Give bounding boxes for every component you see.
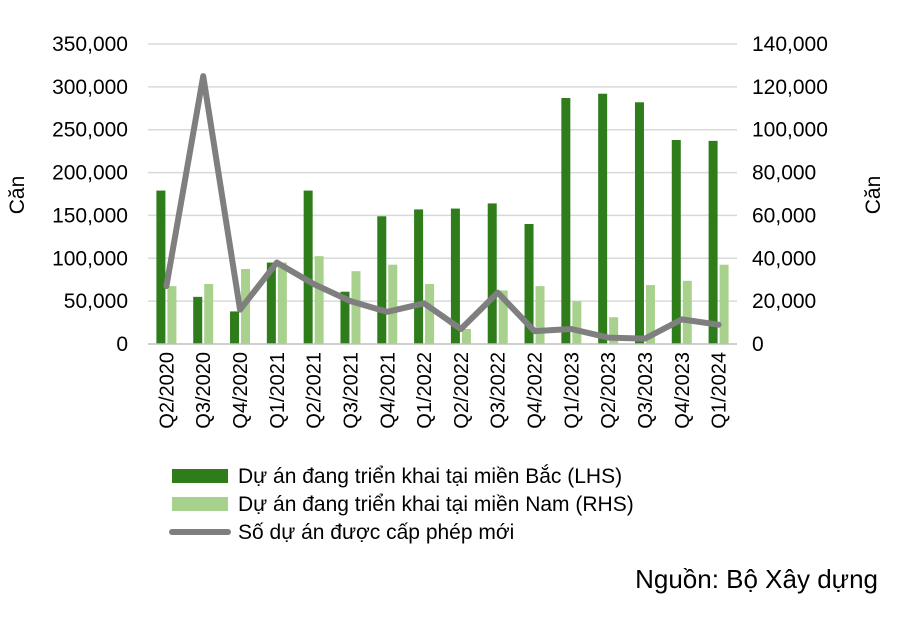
bar-north bbox=[524, 224, 534, 344]
bar-north bbox=[414, 209, 424, 344]
right-tick-label: 60,000 bbox=[752, 204, 816, 227]
left-tick-label: 300,000 bbox=[52, 76, 128, 99]
line-point bbox=[644, 338, 646, 340]
category-label: Q1/2024 bbox=[709, 352, 731, 429]
legend-label: Số dự án được cấp phép mới bbox=[238, 521, 514, 544]
legend-swatch bbox=[172, 497, 228, 511]
right-tick-label: 0 bbox=[752, 333, 764, 356]
bar-north bbox=[634, 102, 644, 345]
line-point bbox=[313, 283, 315, 285]
bar-north bbox=[377, 216, 387, 344]
category-label: Q4/2022 bbox=[525, 352, 547, 429]
bar-south bbox=[277, 262, 287, 344]
right-tick-label: 120,000 bbox=[752, 76, 828, 99]
bar-north bbox=[340, 291, 350, 344]
line-point bbox=[570, 328, 572, 330]
line-point bbox=[497, 292, 499, 294]
category-labels: Q2/2020 Q3/2020 Q4/2020 Q1/2021 Q2/2021 Q3/20… bbox=[156, 352, 730, 429]
legend-swatch bbox=[172, 469, 228, 483]
right-tick-label: 100,000 bbox=[752, 119, 828, 142]
bar-south bbox=[204, 284, 214, 344]
category-label: Q1/2021 bbox=[267, 352, 289, 429]
left-axis-title: Căn bbox=[6, 176, 29, 215]
category-label: Q3/2023 bbox=[635, 352, 657, 429]
legend-label: Dự án đang triển khai tại miền Nam (RHS) bbox=[238, 493, 634, 516]
bar-north bbox=[671, 140, 681, 344]
category-label: Q2/2022 bbox=[451, 352, 473, 429]
right-tick-label: 80,000 bbox=[752, 162, 816, 185]
category-label: Q4/2020 bbox=[230, 352, 252, 429]
legend-label: Dự án đang triển khai tại miền Bắc (LHS) bbox=[238, 465, 622, 488]
category-label: Q3/2022 bbox=[488, 352, 510, 429]
line-point bbox=[349, 300, 351, 302]
line-point bbox=[681, 318, 683, 320]
line-point bbox=[534, 330, 536, 332]
series-new-license-line bbox=[163, 73, 722, 342]
right-tick-label: 20,000 bbox=[752, 290, 816, 313]
bar-south bbox=[425, 284, 435, 344]
bar-south bbox=[535, 286, 545, 344]
left-tick-label: 350,000 bbox=[52, 33, 128, 56]
bar-north bbox=[303, 190, 313, 344]
line-point bbox=[607, 337, 609, 339]
right-tick-label: 40,000 bbox=[752, 247, 816, 270]
left-axis-ticks: 0 50,000 100,000 150,000 200,000 250,000 300,0… bbox=[52, 33, 128, 356]
line-point bbox=[423, 302, 425, 304]
bar-north bbox=[450, 208, 460, 344]
bar-north bbox=[156, 190, 166, 344]
left-tick-label: 50,000 bbox=[64, 290, 128, 313]
line-point bbox=[202, 75, 204, 77]
line-point bbox=[718, 324, 720, 326]
line-point bbox=[460, 328, 462, 330]
source-note: Nguồn: Bộ Xây dựng bbox=[635, 564, 878, 594]
gridlines bbox=[148, 43, 737, 302]
line-point bbox=[165, 285, 167, 287]
bar-south bbox=[498, 290, 508, 344]
bar-north bbox=[598, 93, 608, 344]
category-label: Q1/2023 bbox=[561, 352, 583, 429]
bar-south bbox=[388, 264, 398, 344]
bar-north bbox=[230, 311, 240, 344]
category-label: Q2/2020 bbox=[156, 352, 178, 429]
bar-north bbox=[708, 140, 718, 344]
right-axis-ticks: 0 20,000 40,000 60,000 80,000 100,000 120,000 1… bbox=[752, 33, 828, 356]
line-point bbox=[239, 309, 241, 311]
bar-south bbox=[167, 286, 177, 344]
bar-south bbox=[609, 317, 619, 344]
bar-north bbox=[266, 262, 276, 344]
legend: Dự án đang triển khai tại miền Bắc (LHS)… bbox=[169, 465, 634, 544]
bar-south bbox=[719, 264, 729, 344]
bar-north bbox=[561, 98, 571, 344]
left-tick-label: 0 bbox=[116, 333, 128, 356]
bar-south bbox=[682, 280, 692, 344]
category-label: Q3/2021 bbox=[340, 352, 362, 429]
bar-south bbox=[351, 271, 361, 344]
bar-north bbox=[487, 203, 497, 344]
category-label: Q4/2021 bbox=[377, 352, 399, 429]
left-tick-label: 100,000 bbox=[52, 247, 128, 270]
series-north-bars bbox=[156, 93, 718, 345]
line-point bbox=[386, 311, 388, 313]
left-tick-label: 250,000 bbox=[52, 119, 128, 142]
category-label: Q4/2023 bbox=[672, 352, 694, 429]
category-label: Q1/2022 bbox=[414, 352, 436, 429]
left-tick-label: 200,000 bbox=[52, 162, 128, 185]
line-new-licenses bbox=[163, 73, 722, 342]
line-point bbox=[276, 262, 278, 264]
category-label: Q2/2021 bbox=[304, 352, 326, 429]
series-south-bars bbox=[167, 256, 729, 344]
bar-south bbox=[645, 285, 655, 344]
bar-north bbox=[193, 296, 203, 344]
right-axis-title: Căn bbox=[862, 176, 885, 215]
bar-south bbox=[461, 329, 471, 344]
category-label: Q2/2023 bbox=[598, 352, 620, 429]
bar-south bbox=[572, 301, 582, 344]
left-tick-label: 150,000 bbox=[52, 204, 128, 227]
bar-south bbox=[314, 256, 324, 344]
category-label: Q3/2020 bbox=[193, 352, 215, 429]
right-tick-label: 140,000 bbox=[752, 33, 828, 56]
